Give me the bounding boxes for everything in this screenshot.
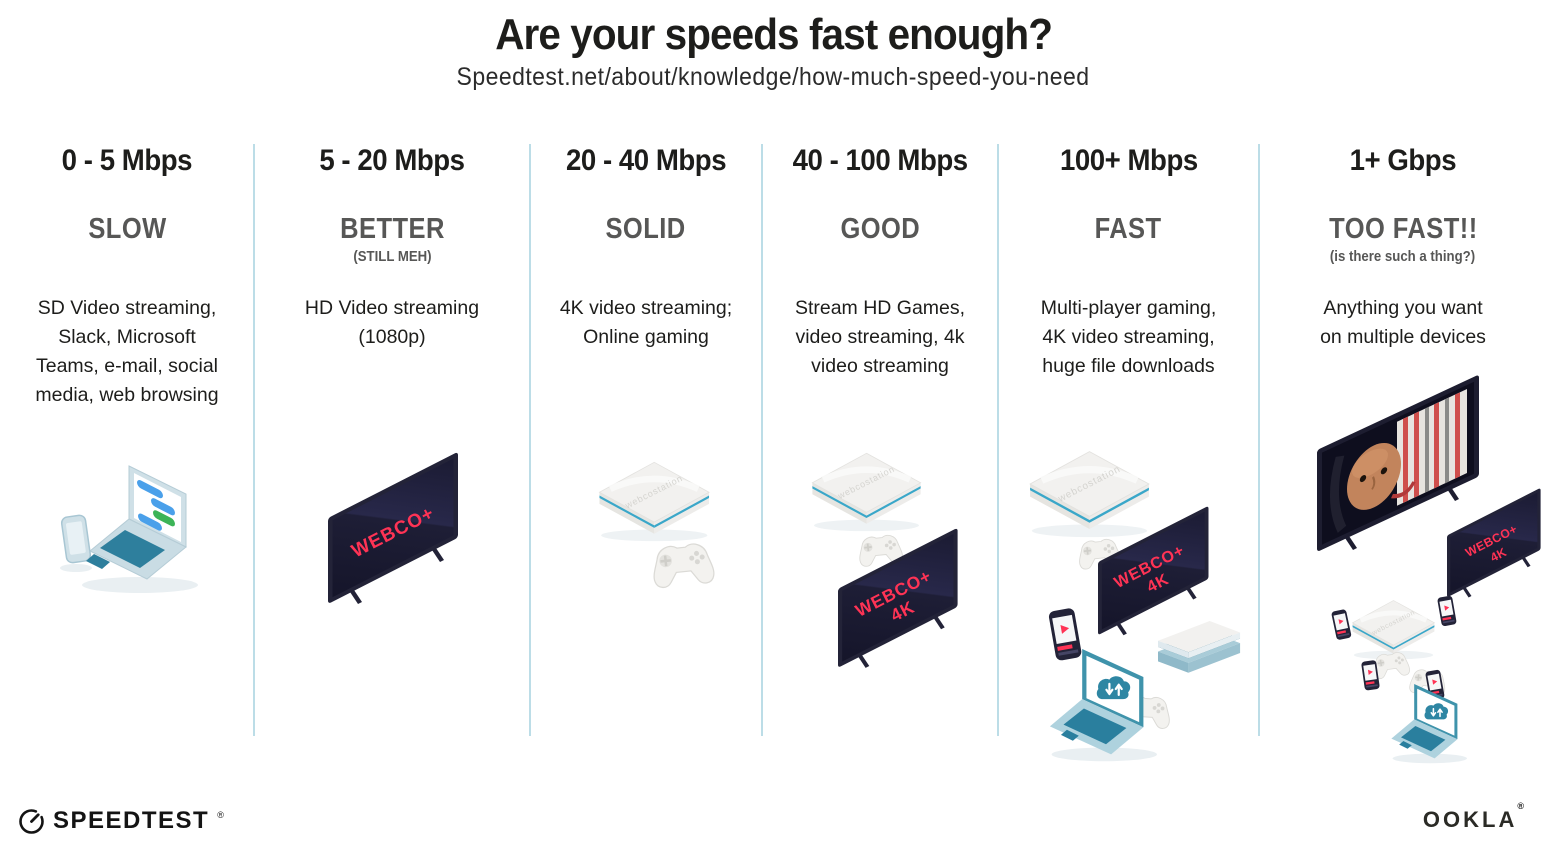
laptop-cloud-device [1390, 683, 1468, 764]
rating-subnote: (is there such a thing?) [1330, 248, 1476, 265]
speed-range: 100+ Mbps [1059, 144, 1198, 177]
trademark-symbol: ® [1517, 801, 1527, 811]
ookla-logo: OOKLA® [1422, 801, 1527, 833]
tier-column-20-40-mbps: 20 - 40 Mbps SOLID 4K video streaming; O… [530, 144, 763, 736]
column-divider [253, 144, 255, 736]
use-cases: HD Video streaming (1080p) [304, 297, 480, 348]
laptop-phone-illustration [60, 465, 198, 593]
laptop-device [86, 465, 187, 580]
tv-device: WEBCO+ [328, 451, 458, 604]
phone-device [1437, 595, 1457, 627]
column-divider [529, 144, 531, 736]
header: Are your speeds fast enough? Speedtest.n… [0, 0, 1547, 94]
rating-label: SOLID [605, 213, 687, 245]
use-cases: SD Video streaming, Slack, Microsoft Tea… [35, 297, 219, 406]
tier-column-1plus-gbps: 1+ Gbps TOO FAST!! (is there such a thin… [1259, 144, 1547, 764]
column-divider [761, 144, 763, 736]
tier-column-40-100-mbps: 40 - 100 Mbps GOOD Stream HD Games, vide… [762, 144, 999, 736]
shadow [82, 577, 198, 593]
phone-device [1331, 608, 1352, 641]
column-divider [1258, 144, 1260, 736]
ps4-console [1158, 621, 1241, 673]
big-tv-device [1317, 375, 1479, 551]
use-cases: Multi-player gaming, 4K video streaming,… [1040, 297, 1217, 377]
speed-range: 1+ Gbps [1349, 144, 1457, 177]
console-device: webcostation [1353, 600, 1435, 659]
speedometer-icon [19, 808, 44, 834]
rating-label: GOOD [840, 213, 920, 245]
speedtest-logo: SPEEDTEST ® [18, 807, 224, 835]
speedtest-wordmark: SPEEDTEST [53, 807, 210, 834]
rating-label: FAST [1095, 213, 1162, 245]
use-cases: Anything you want on multiple devices [1320, 297, 1486, 348]
tv-device: WEBCO+ 4K [1098, 505, 1209, 636]
controller [650, 541, 716, 589]
game-console-illustration: webcostation [572, 449, 716, 589]
svg-text:4K: 4K [1488, 545, 1509, 565]
console-tv-illustration: webcostation WEBCO+ 4K [790, 444, 958, 668]
use-cases: Stream HD Games, video streaming, 4k vid… [794, 297, 966, 377]
console-device: webcostation [812, 453, 920, 531]
phone-device [60, 514, 92, 564]
footer: SPEEDTEST ® OOKLA® [0, 799, 1547, 843]
speed-range: 5 - 20 Mbps [319, 144, 465, 177]
use-cases: 4K video streaming; Online gaming [559, 297, 733, 348]
tv-device: WEBCO+ 4K [1447, 487, 1541, 598]
tier-column-100plus-mbps: 100+ Mbps FAST Multi-player gaming, 4K v… [998, 144, 1260, 763]
page-title: Are your speeds fast enough? [495, 10, 1053, 59]
phone-device [1048, 607, 1083, 662]
laptop-cloud-device [1048, 647, 1159, 763]
chat-bubbles [137, 480, 175, 531]
rating-subnote: (STILL MEH) [352, 248, 432, 265]
tier-column-0-5-mbps: 0 - 5 Mbps SLOW SD Video streaming, Slac… [0, 144, 255, 736]
ookla-wordmark: OOKLA [1422, 807, 1518, 832]
speed-range: 40 - 100 Mbps [792, 144, 968, 177]
console-device: webcostation [599, 462, 709, 541]
speed-range: 20 - 40 Mbps [565, 144, 727, 177]
speed-range: 0 - 5 Mbps [61, 144, 193, 177]
tier-column-5-20-mbps: 5 - 20 Mbps BETTER (STILL MEH) HD Video … [254, 144, 531, 736]
multi-device-illustration: webcostation WEBCO+ 4K [1010, 446, 1241, 763]
rating-label: SLOW [87, 213, 167, 245]
console-device: webcostation [1030, 452, 1149, 537]
source-url: Speedtest.net/about/knowledge/how-much-s… [456, 63, 1091, 91]
tv-illustration: WEBCO+ [328, 451, 458, 604]
speed-tier-columns: 0 - 5 Mbps SLOW SD Video streaming, Slac… [0, 144, 1547, 764]
column-divider [997, 144, 999, 736]
trademark-symbol: ® [217, 810, 224, 820]
everything-illustration: WEBCO+ 4K webcostation [1317, 375, 1541, 764]
astronaut-scene [1329, 389, 1467, 533]
rating-label: BETTER [339, 213, 445, 245]
rating-label: TOO FAST!! [1328, 213, 1478, 245]
